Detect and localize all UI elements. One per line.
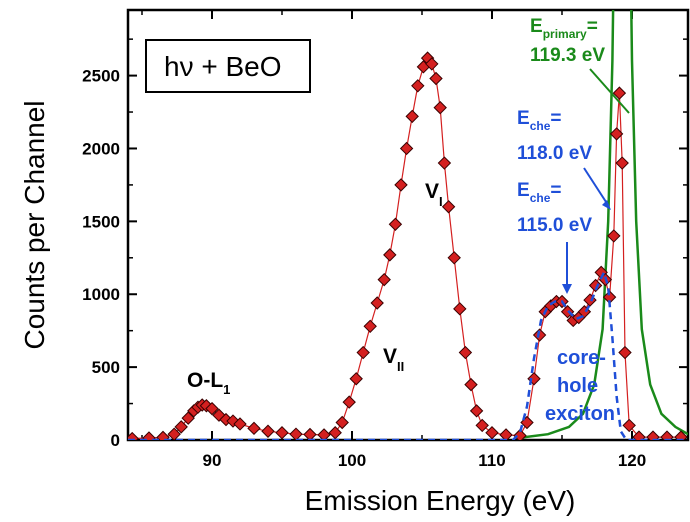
data-point — [317, 428, 331, 440]
data-point — [411, 79, 425, 93]
annotation-e-che-118: Eche= — [517, 108, 561, 133]
data-point — [142, 431, 156, 440]
fit-line — [128, 268, 688, 440]
data-point — [205, 401, 219, 416]
x-tick-label: 110 — [478, 451, 505, 470]
annotation-e-che-115-value: 115.0 eV — [517, 215, 592, 236]
annotation-e-che-118-value: 118.0 eV — [517, 143, 592, 164]
data-point — [612, 86, 627, 100]
annotation-e-primary-value: 119.3 eV — [530, 45, 605, 66]
arrowhead-e-che-118 — [602, 200, 611, 210]
legend-text: hν + BeO — [164, 51, 282, 82]
x-tick-label: 100 — [338, 451, 366, 470]
data-point — [128, 431, 139, 440]
annotation-core-hole-3: exciton — [545, 403, 615, 425]
annotation-e-primary: Eprimary= — [530, 16, 598, 41]
data-point — [247, 421, 261, 436]
data-point — [475, 418, 489, 433]
data-point — [328, 426, 342, 440]
primary-peak-line — [519, 10, 688, 440]
legend-box: hν + BeO — [145, 39, 311, 93]
data-point — [646, 430, 660, 440]
data-point — [469, 404, 484, 418]
data-point — [167, 427, 181, 440]
y-tick-label: 1500 — [82, 212, 120, 231]
data-point — [609, 127, 624, 141]
data-point — [425, 57, 439, 71]
data-point — [233, 417, 247, 431]
data-point — [615, 156, 629, 170]
data-point — [532, 328, 547, 342]
arrow-e-primary — [589, 68, 630, 114]
data-point — [181, 411, 195, 425]
data-point — [156, 430, 170, 440]
data-point — [377, 272, 391, 287]
data-point — [399, 141, 414, 156]
data-point — [335, 415, 349, 430]
data-point — [405, 109, 419, 124]
annotation-core-hole-1: core- — [557, 347, 606, 369]
y-axis-title: Counts per Channel — [19, 100, 50, 349]
data-point — [342, 395, 356, 409]
data-point — [607, 229, 621, 243]
data-point — [447, 251, 461, 265]
annotation-o-l1: O-L1 — [187, 369, 230, 397]
fit-series — [128, 268, 688, 440]
x-tick-label: 120 — [618, 451, 646, 470]
data-point — [363, 319, 377, 334]
y-tick-label: 2000 — [82, 139, 120, 158]
data-point — [429, 71, 443, 86]
data-point — [303, 427, 317, 440]
data-point — [464, 377, 478, 392]
annotation-core-hole-2: hole — [557, 375, 598, 397]
annotation-e-che-115: Eche= — [517, 180, 561, 205]
x-axis-title: Emission Energy (eV) — [305, 485, 576, 516]
annotation-vii: VII — [383, 345, 404, 374]
data-point — [441, 200, 456, 214]
data-point — [453, 302, 467, 316]
data-point — [388, 217, 403, 231]
tick-labels: 90 100 110 120 0 500 1000 1500 2000 2500 — [82, 67, 646, 470]
data-point — [394, 178, 408, 192]
data-point — [275, 426, 289, 440]
data-point — [618, 345, 632, 360]
y-tick-label: 1000 — [82, 285, 120, 304]
arrow-e-che-118 — [583, 167, 609, 206]
data-point — [458, 345, 473, 360]
data-point — [485, 426, 499, 440]
data-point — [370, 296, 384, 310]
annotation-vi: VI — [425, 180, 443, 209]
data-point — [356, 345, 370, 360]
data-point — [349, 372, 363, 386]
arrowhead-e-che-115 — [562, 284, 572, 294]
x-tick-label: 90 — [203, 451, 222, 470]
data-point — [660, 430, 674, 440]
data-point — [261, 424, 275, 438]
data-point — [174, 420, 188, 434]
data-point — [289, 427, 303, 440]
data-point — [383, 248, 397, 262]
data-point — [674, 430, 688, 440]
y-tick-label: 0 — [111, 431, 120, 450]
data-point — [437, 156, 452, 170]
data-point — [632, 430, 646, 440]
data-point — [622, 418, 636, 433]
primary-peak-series — [519, 10, 688, 440]
data-point — [499, 428, 513, 440]
data-point — [433, 100, 447, 115]
data-point — [588, 278, 603, 293]
y-tick-label: 2500 — [82, 67, 120, 86]
y-tick-label: 500 — [92, 358, 120, 377]
